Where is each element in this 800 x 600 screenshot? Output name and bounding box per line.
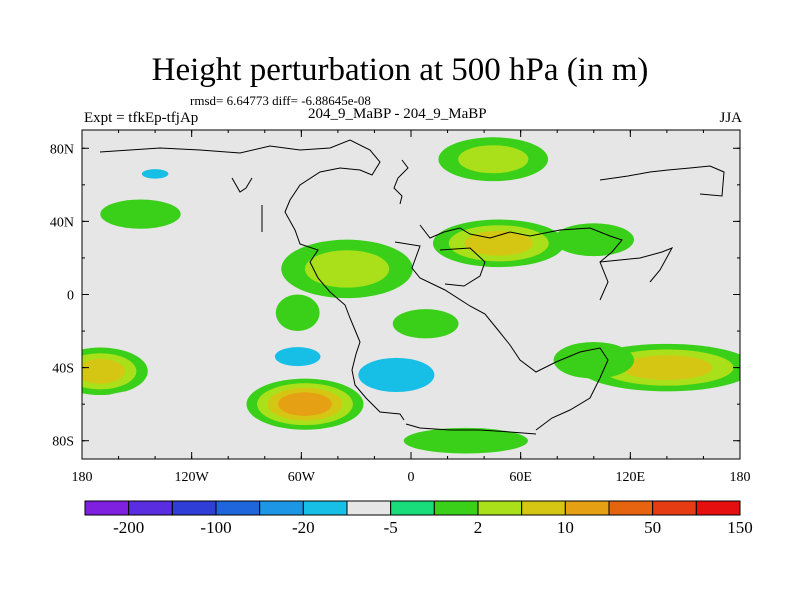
colorbar-label: -20 xyxy=(292,518,315,537)
colorbar-bin xyxy=(302,500,348,516)
colorbar-bin xyxy=(521,500,566,516)
anomaly-region xyxy=(253,338,342,375)
x-tick-label: 120E xyxy=(616,470,646,485)
eurasia-coastline xyxy=(419,224,623,301)
mediterranean-coastline xyxy=(439,247,486,287)
experiment-label: Expt = tfkEp-tfjAp xyxy=(84,110,199,126)
contour-level xyxy=(553,223,634,257)
anomaly-region xyxy=(82,246,174,299)
anomaly-region xyxy=(553,223,634,257)
anomaly-region xyxy=(392,309,459,339)
contour-level xyxy=(403,427,528,454)
colorbar-label: 50 xyxy=(644,518,661,537)
anomaly-region xyxy=(323,342,470,408)
contour-level xyxy=(100,199,181,229)
coastlines xyxy=(99,139,725,435)
antarctica-coastline xyxy=(405,423,537,435)
x-tick-label: 60E xyxy=(509,470,532,485)
anomaly-region xyxy=(630,199,733,229)
contour-level xyxy=(458,145,529,174)
anomaly-region xyxy=(281,239,413,299)
contour-level xyxy=(112,396,198,420)
contour-level xyxy=(82,358,125,384)
colorbar: -200 -100 -20 -5 2 10 50 150 xyxy=(84,500,753,537)
stats-line: rmsd= 6.64773 diff= -6.88645e-08 xyxy=(190,93,371,108)
anomaly-region xyxy=(89,389,221,427)
y-tick-label: 40S xyxy=(52,362,74,377)
contour-level xyxy=(278,392,332,416)
y-tick-label: 80S xyxy=(52,435,74,450)
colorbar-label: 2 xyxy=(474,518,483,537)
anomaly-region xyxy=(553,342,634,379)
colorbar-bin xyxy=(564,500,610,516)
chart-title: Height perturbation at 500 hPa (in m) xyxy=(151,52,649,88)
anomaly-region xyxy=(551,170,680,200)
colorbar-bin xyxy=(84,500,130,516)
anomaly-region xyxy=(129,164,181,184)
colorbar-bin xyxy=(259,500,304,516)
contour-level xyxy=(392,309,459,339)
x-tick-label: 180 xyxy=(730,470,751,485)
x-tick-label: 180 xyxy=(72,470,93,485)
x-tick-label: 60W xyxy=(288,470,316,485)
asia-pacific-coastline xyxy=(599,247,674,283)
colorbar-bin xyxy=(171,500,217,516)
colorbar-bin xyxy=(652,500,697,516)
contour-level xyxy=(553,342,634,379)
contour-level xyxy=(551,170,680,200)
colorbar-label: -5 xyxy=(384,518,398,537)
greenland-coastline xyxy=(393,159,409,205)
contour-level xyxy=(358,357,435,393)
colorbar-bin xyxy=(608,500,654,516)
colorbar-label: 150 xyxy=(727,518,753,537)
contour-level xyxy=(464,230,533,256)
colorbar-label: -200 xyxy=(113,518,144,537)
x-tick-label: 0 xyxy=(408,470,415,485)
contour-level xyxy=(426,188,469,203)
contour-level xyxy=(141,169,169,179)
colorbar-bin xyxy=(215,500,261,516)
contour-level xyxy=(630,199,733,229)
siberia-coastline xyxy=(599,165,725,197)
colorbar-bin xyxy=(477,500,523,516)
africa-coastline xyxy=(394,241,609,431)
anomaly-region xyxy=(438,137,549,182)
anomaly-region xyxy=(465,384,613,425)
colorbar-bin xyxy=(433,500,479,516)
contour-field xyxy=(82,130,740,459)
anomaly-region xyxy=(275,294,320,332)
x-tick-label: 120W xyxy=(175,470,210,485)
americas-coastline xyxy=(99,139,405,421)
contour-level xyxy=(82,246,174,299)
colorbar-bin xyxy=(695,500,741,516)
anomaly-region xyxy=(188,172,269,198)
contour-level xyxy=(188,172,269,198)
anomaly-region xyxy=(403,427,528,454)
anomaly-region xyxy=(414,184,481,207)
anomaly-region xyxy=(100,199,181,229)
y-tick-label: 40N xyxy=(50,215,74,230)
contour-level xyxy=(240,146,326,165)
anomaly-region xyxy=(217,140,349,171)
contour-level xyxy=(275,294,320,332)
y-tick-label: 0 xyxy=(67,289,74,304)
colorbar-label: -100 xyxy=(200,518,231,537)
anomaly-region xyxy=(246,378,364,430)
contour-level xyxy=(621,355,713,380)
y-tick-label: 80N xyxy=(50,142,74,157)
axes: 180 120W 60W 0 60E 120E 180 80N 40N 0 40S 80S xyxy=(50,130,751,485)
colorbar-label: 10 xyxy=(557,518,574,537)
contour-level xyxy=(274,347,321,367)
anomaly-region xyxy=(432,219,565,268)
colorbar-bin xyxy=(346,500,392,516)
alaska-coastline xyxy=(231,177,253,193)
colorbar-bin xyxy=(390,500,435,516)
run-comparison-label: 204_9_MaBP - 204_9_MaBP xyxy=(308,106,487,122)
season-label: JJA xyxy=(719,110,742,126)
contour-level xyxy=(465,384,613,425)
colorbar-bin xyxy=(128,500,173,516)
anomaly-region xyxy=(82,347,148,396)
contour-level xyxy=(304,250,390,288)
